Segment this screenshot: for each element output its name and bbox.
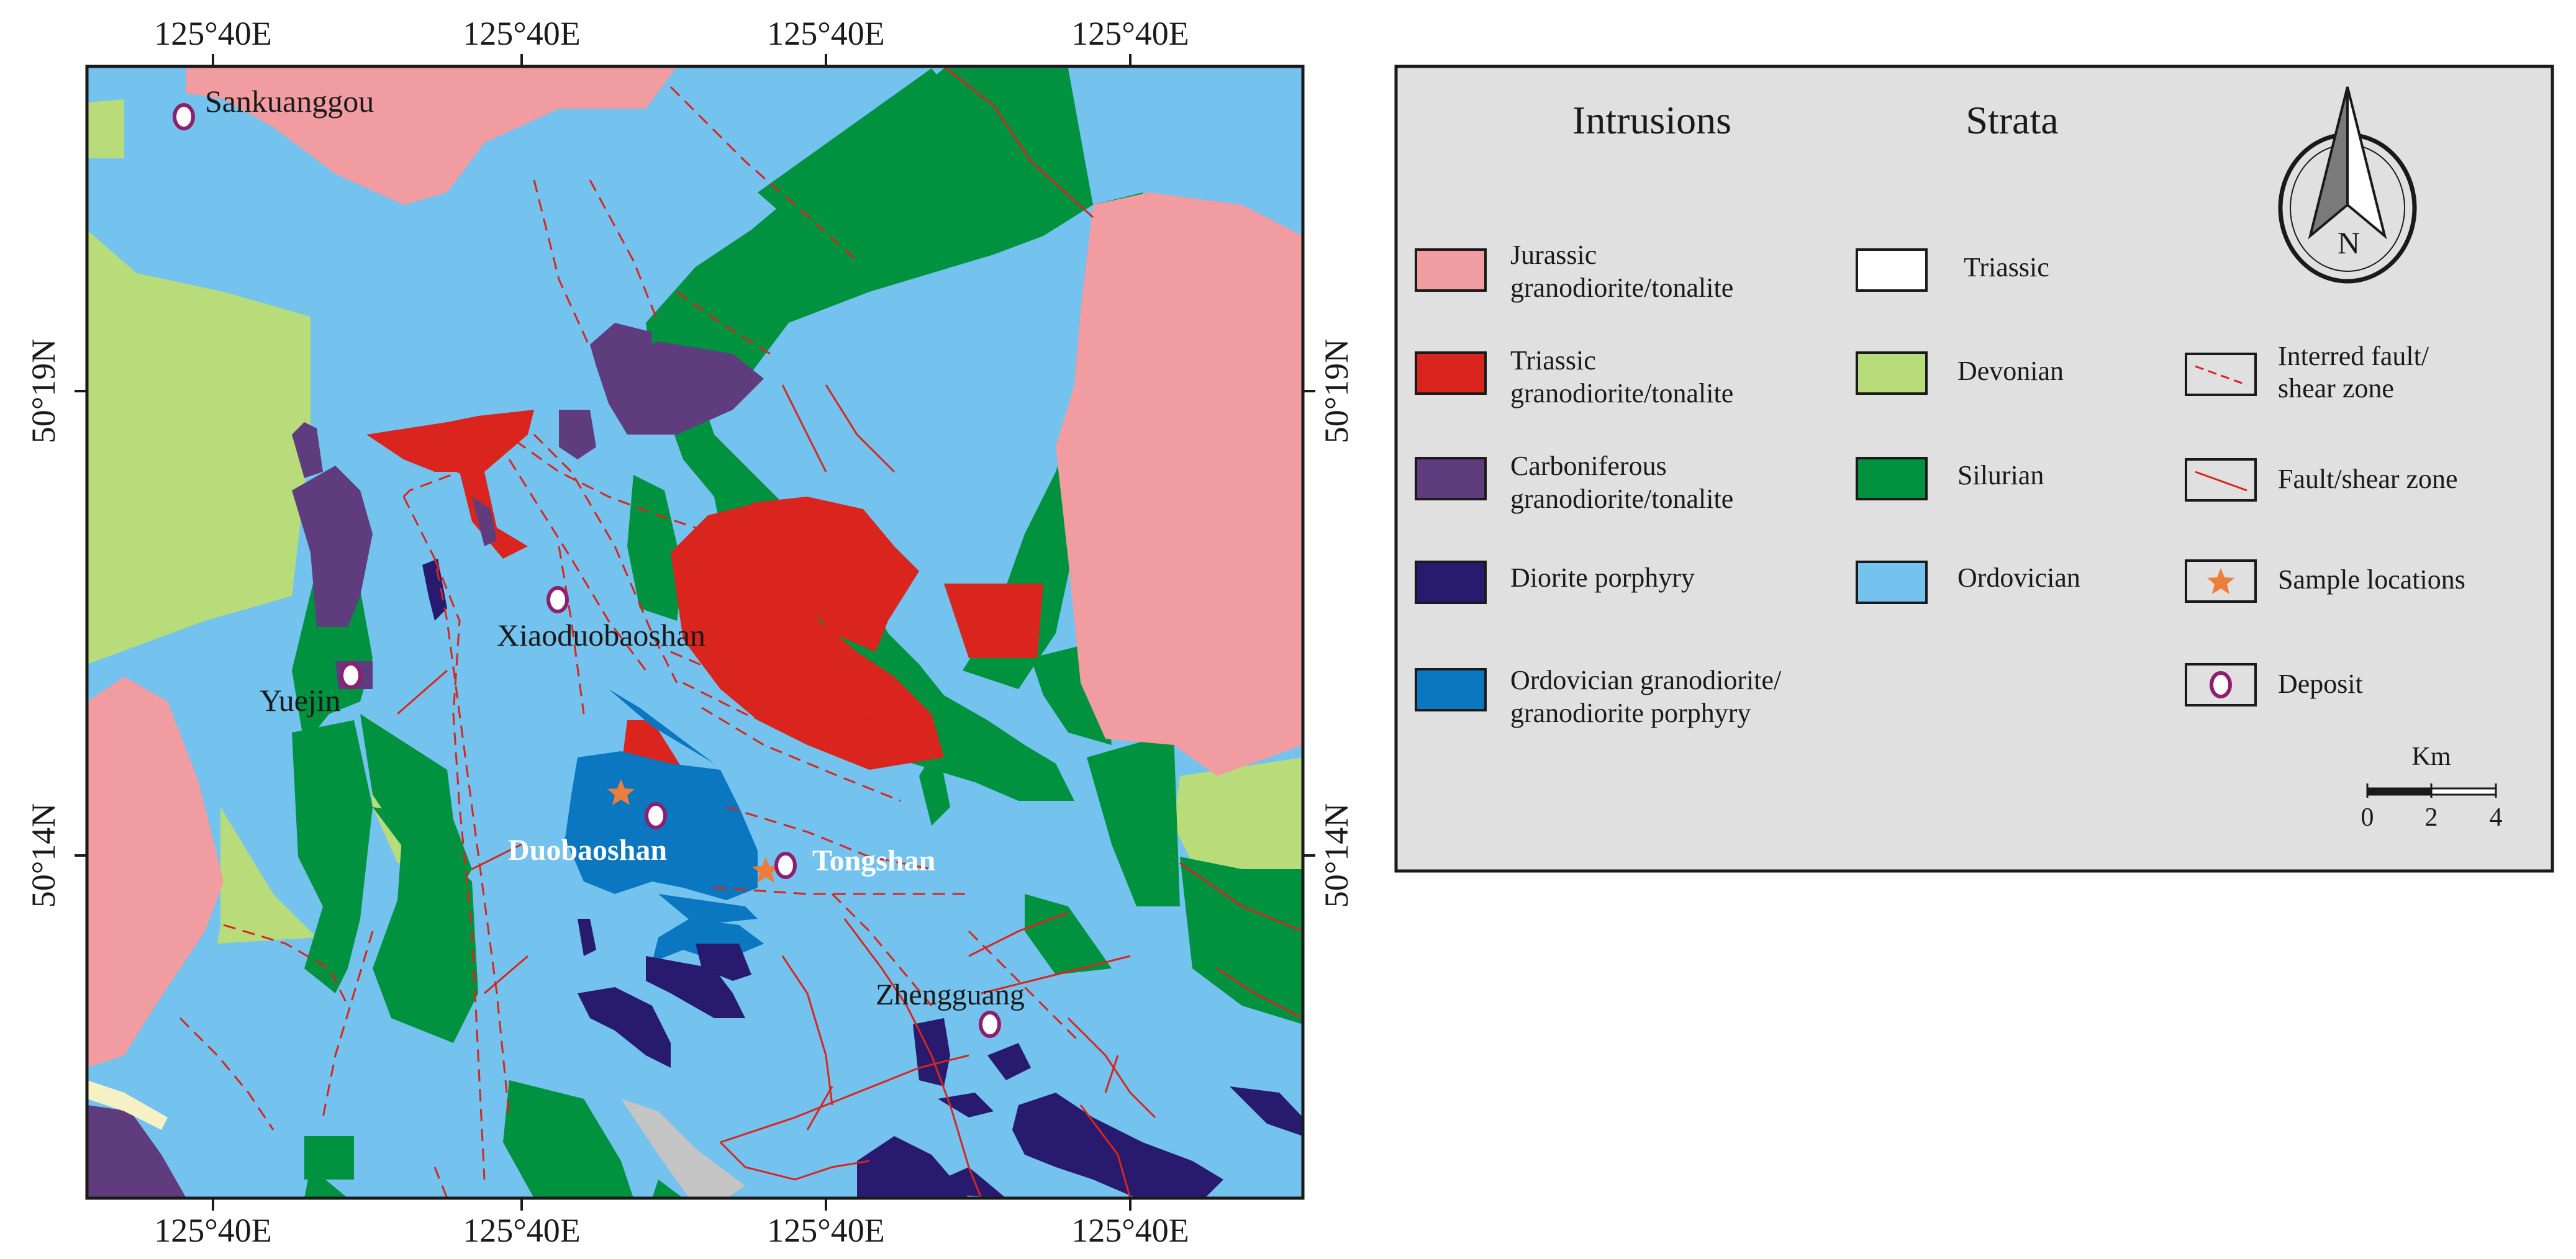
coord-right-2: 50°14N xyxy=(1318,803,1355,908)
swatch-carboniferous xyxy=(1415,457,1487,500)
coord-top-4: 125°40E xyxy=(1071,15,1189,52)
deposit-yuejin xyxy=(340,662,362,689)
inferred-faults xyxy=(179,86,1082,1198)
grey-unit xyxy=(621,1099,745,1198)
fault-symbol xyxy=(2195,471,2247,492)
coord-bottom-4: 125°40E xyxy=(1071,1212,1189,1249)
north-arrow: N xyxy=(2278,86,2417,284)
coord-top-3: 125°40E xyxy=(767,15,885,52)
legend-triassic-l1: Triassic xyxy=(1510,345,1596,376)
legend-heading-strata: Strata xyxy=(1966,98,2058,142)
scale-bar: Km 0 2 4 xyxy=(2361,742,2503,832)
north-label: N xyxy=(2338,225,2360,260)
scale-unit: Km xyxy=(2412,742,2451,771)
legend-strata xyxy=(1856,248,1928,604)
faults xyxy=(397,66,1303,1198)
swatch-devonian xyxy=(1856,351,1928,395)
place-tongshan: Tongshan xyxy=(812,844,935,877)
deposit-symbol xyxy=(2210,671,2232,698)
coord-left-1: 50°19N xyxy=(25,339,62,444)
place-duobaoshan: Duobaoshan xyxy=(508,834,667,867)
legend-intrusions xyxy=(1415,248,1487,711)
legend-fault: Fault/shear zone xyxy=(2278,464,2458,494)
swatch-silurian xyxy=(1856,457,1928,500)
coord-left-2: 50°14N xyxy=(25,803,62,908)
place-sankuanggou: Sankuanggou xyxy=(205,84,374,119)
deposit-xiaoduobaoshan xyxy=(546,586,569,613)
diorite-porphyry-units xyxy=(422,559,1303,1198)
swatch-ordovician xyxy=(1856,561,1928,604)
sample-star xyxy=(607,779,635,805)
place-zhengguang: Zhengguang xyxy=(876,978,1025,1011)
swatch-triassic-strata xyxy=(1856,248,1928,292)
jurassic-intrusions xyxy=(87,66,1303,1068)
legend-ordovician-intrusion-l2: granodiorite porphyry xyxy=(1510,698,1751,728)
scale-tick-0: 0 xyxy=(2361,803,2374,832)
sample-locations xyxy=(607,779,779,883)
legend-jurassic-l2: granodiorite/tonalite xyxy=(1510,273,1733,303)
coord-bottom-1: 125°40E xyxy=(154,1212,272,1249)
coord-labels: 125°40E 125°40E 125°40E 125°40E 125°40E … xyxy=(25,15,1355,1249)
scale-tick-4: 4 xyxy=(2490,803,2503,832)
carboniferous-intrusions xyxy=(87,323,764,1198)
deposits xyxy=(173,103,1001,1038)
legend-carboniferous-l2: granodiorite/tonalite xyxy=(1510,484,1733,514)
legend-jurassic-l1: Jurassic xyxy=(1510,240,1597,270)
scale-tick-2: 2 xyxy=(2425,803,2438,832)
legend-deposit: Deposit xyxy=(2278,669,2363,699)
legend-symbols xyxy=(2185,353,2257,706)
deposit-zhengguang xyxy=(979,1011,1001,1038)
map-frame xyxy=(85,65,1305,1200)
legend-strata-ordovician: Ordovician xyxy=(1957,562,2080,593)
place-xiaoduobaoshan: Xiaoduobaoshan xyxy=(497,618,705,652)
swatch-ordovician-intrusion xyxy=(1415,668,1487,711)
yellow-sliver xyxy=(87,1080,168,1130)
swatch-jurassic xyxy=(1415,248,1487,292)
legend-sample: Sample locations xyxy=(2278,564,2465,595)
legend-heading-intrusions: Intrusions xyxy=(1572,98,1731,142)
place-yuejin: Yuejin xyxy=(260,683,341,718)
inferred-fault-symbol xyxy=(2195,365,2247,386)
legend-carboniferous-l1: Carboniferous xyxy=(1510,451,1667,481)
deposit-tongshan xyxy=(774,852,797,879)
legend-inferred-fault-l1: Interred fault/ xyxy=(2278,341,2429,371)
legend-strata-triassic: Triassic xyxy=(1964,252,2049,282)
legend-strata-devonian: Devonian xyxy=(1957,356,2064,386)
legend: Intrusions Strata Jurassic granodiorite/… xyxy=(1394,65,2554,873)
legend-diorite-l1: Diorite porphyry xyxy=(1510,562,1695,593)
deposit-sankuanggou xyxy=(173,103,195,130)
coord-bottom-2: 125°40E xyxy=(463,1212,581,1249)
legend-triassic-l2: granodiorite/tonalite xyxy=(1510,378,1733,408)
sample-star xyxy=(752,857,779,883)
coord-bottom-3: 125°40E xyxy=(767,1212,885,1249)
legend-ordovician-intrusion-l1: Ordovician granodiorite/ xyxy=(1510,665,1782,695)
swatch-triassic-intrusion xyxy=(1415,351,1487,395)
legend-strata-silurian: Silurian xyxy=(1957,460,2044,490)
coord-top-1: 125°40E xyxy=(154,15,272,52)
sample-star-symbol xyxy=(2207,568,2234,594)
coord-top-2: 125°40E xyxy=(463,15,581,52)
deposit-duobaoshan xyxy=(645,802,667,829)
map-ticks xyxy=(75,54,1315,1211)
coord-right-1: 50°19N xyxy=(1318,339,1355,444)
geologic-map: Sankuanggou Xiaoduobaoshan Yuejin Duobao… xyxy=(87,66,1303,1198)
swatch-diorite xyxy=(1415,561,1487,604)
legend-inferred-fault-l2: shear zone xyxy=(2278,373,2394,404)
